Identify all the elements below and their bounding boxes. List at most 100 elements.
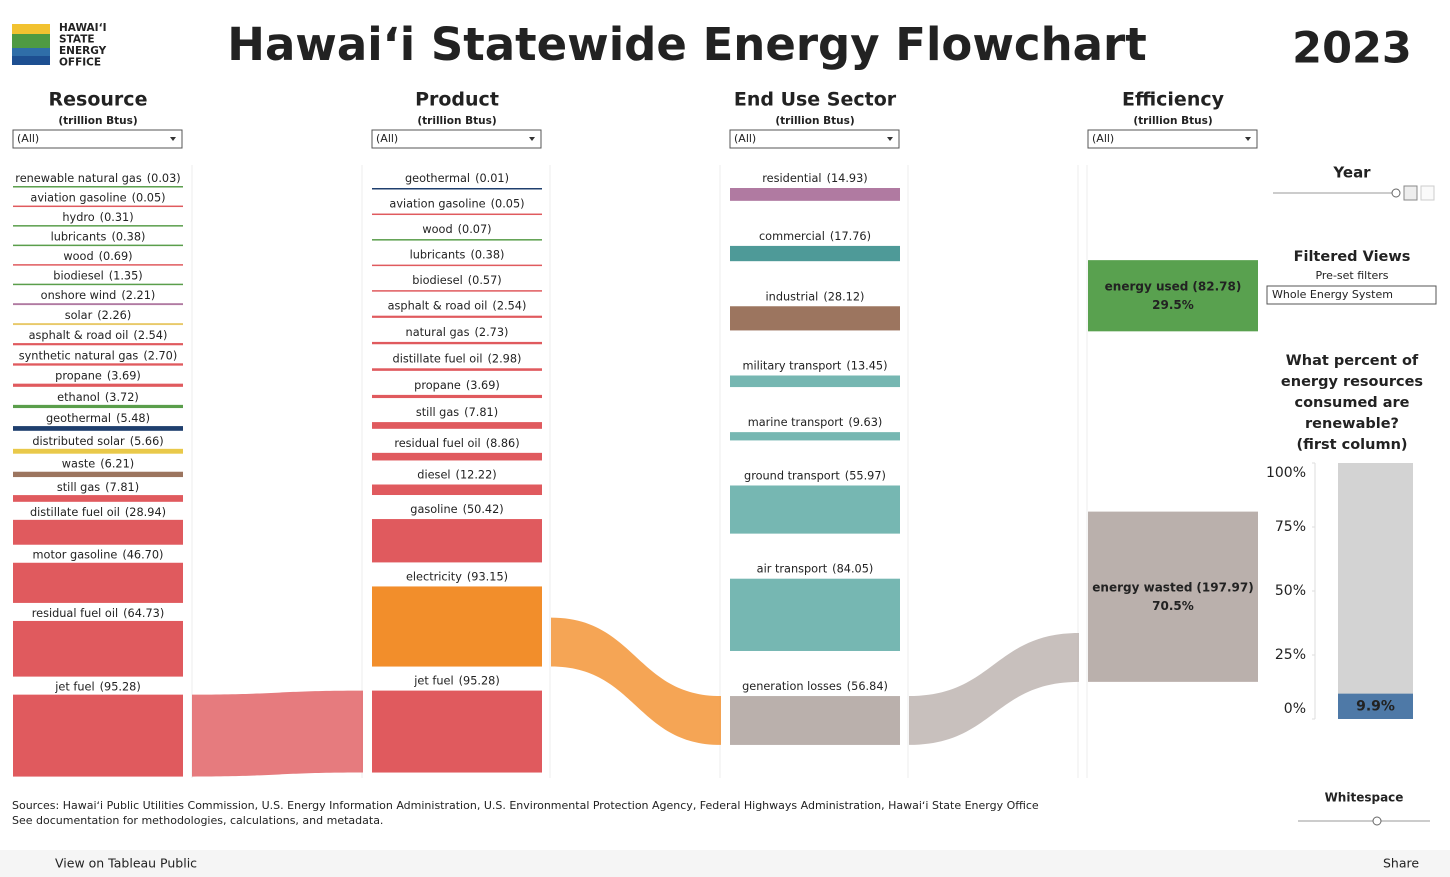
node-label: distillate fuel oil (28.94) bbox=[30, 506, 166, 519]
column-title: Resource bbox=[49, 89, 148, 111]
node-bar bbox=[372, 341, 542, 345]
node-label: asphalt & road oil (2.54) bbox=[388, 300, 527, 313]
logo-text: ENERGY bbox=[59, 45, 107, 57]
year-handle[interactable] bbox=[1391, 188, 1401, 198]
node-name: diesel bbox=[417, 469, 450, 482]
node-value: (95.28) bbox=[459, 675, 500, 688]
node-label: propane (3.69) bbox=[414, 379, 500, 392]
node-label: residential (14.93) bbox=[762, 172, 867, 185]
node-label: aviation gasoline (0.05) bbox=[30, 192, 165, 205]
node-bar bbox=[372, 586, 542, 667]
node-bar bbox=[730, 696, 900, 745]
y-tick-label: 0% bbox=[1284, 701, 1306, 717]
node-name: ground transport bbox=[744, 469, 840, 482]
column-unit: (trillion Btus) bbox=[417, 115, 496, 127]
column-unit: (trillion Btus) bbox=[58, 115, 137, 127]
node-bar bbox=[13, 205, 183, 208]
node-label: motor gasoline (46.70) bbox=[33, 549, 164, 562]
node-value: (0.05) bbox=[132, 192, 166, 205]
node-value: (84.05) bbox=[832, 563, 873, 576]
node-name: hydro bbox=[62, 211, 94, 224]
node-label: waste (6.21) bbox=[62, 458, 134, 471]
node-bar bbox=[730, 188, 900, 201]
node-value: (5.48) bbox=[116, 412, 150, 425]
node-name: geothermal bbox=[405, 172, 470, 185]
node-label: distributed solar (5.66) bbox=[32, 435, 163, 448]
node-value: (2.70) bbox=[143, 349, 177, 362]
node-bar bbox=[1088, 511, 1258, 682]
view-link[interactable]: View on Tableau Public bbox=[55, 856, 197, 871]
prev-button[interactable] bbox=[1403, 185, 1418, 201]
bar bbox=[1338, 693, 1413, 719]
node-name: distributed solar bbox=[32, 435, 125, 448]
node-bar bbox=[13, 363, 183, 366]
node-value: (14.93) bbox=[827, 172, 868, 185]
node-bar bbox=[372, 452, 542, 461]
node-name: military transport bbox=[742, 360, 841, 373]
node-name: ethanol bbox=[57, 391, 100, 404]
node-name: energy wasted bbox=[1092, 580, 1192, 594]
node-value: (7.81) bbox=[464, 406, 498, 419]
node-name: lubricants bbox=[410, 249, 466, 262]
y-tick-label: 100% bbox=[1266, 465, 1306, 481]
node-value: (0.38) bbox=[111, 231, 145, 244]
node-label: wood (0.07) bbox=[422, 223, 491, 236]
node-bar bbox=[13, 303, 183, 306]
node-name: waste bbox=[62, 458, 95, 471]
node-label: asphalt & road oil (2.54) bbox=[29, 329, 168, 342]
filtered-views: Filtered Views bbox=[1294, 249, 1411, 265]
node-label: gasoline (50.42) bbox=[410, 503, 503, 516]
node-label: military transport (13.45) bbox=[742, 360, 887, 373]
node-value: (7.81) bbox=[105, 481, 139, 494]
node-share: 29.5% bbox=[1152, 298, 1194, 312]
whitespace-label: Whitespace bbox=[1325, 791, 1404, 805]
node-value: (0.57) bbox=[468, 274, 502, 287]
filter-dropdown[interactable] bbox=[12, 129, 183, 149]
logo-stripe bbox=[12, 48, 50, 56]
node-label: geothermal (5.48) bbox=[46, 412, 150, 425]
node-label: residual fuel oil (8.86) bbox=[394, 437, 519, 450]
column-title: End Use Sector bbox=[734, 89, 897, 111]
node-name: residential bbox=[762, 172, 821, 185]
node-bar bbox=[13, 186, 183, 188]
bar-title: energy resources bbox=[1281, 374, 1423, 390]
node-bar bbox=[372, 484, 542, 496]
node-label: synthetic natural gas (2.70) bbox=[19, 349, 178, 362]
node-label: air transport (84.05) bbox=[757, 563, 874, 576]
node-value: (1.35) bbox=[109, 270, 143, 283]
node-label: geothermal (0.01) bbox=[405, 172, 509, 185]
node-bar bbox=[13, 225, 183, 227]
node-name: industrial bbox=[766, 290, 819, 303]
node-bar bbox=[372, 315, 542, 318]
node-label: commercial (17.76) bbox=[759, 230, 871, 243]
node-bar bbox=[13, 471, 183, 478]
node-bar bbox=[13, 283, 183, 286]
preset-dropdown[interactable] bbox=[1266, 285, 1437, 305]
bar-title: renewable? bbox=[1305, 416, 1399, 432]
node-bar bbox=[13, 323, 183, 326]
node-name: asphalt & road oil bbox=[29, 329, 129, 342]
node-name: energy used bbox=[1105, 279, 1189, 293]
node-name: residual fuel oil bbox=[394, 437, 480, 450]
node-label: generation losses (56.84) bbox=[742, 680, 888, 693]
node-bar bbox=[730, 245, 900, 262]
whitespace-handle[interactable] bbox=[1372, 816, 1382, 826]
y-tick-label: 75% bbox=[1275, 519, 1306, 535]
node-label: marine transport (9.63) bbox=[748, 416, 883, 429]
next-button[interactable] bbox=[1420, 185, 1435, 201]
filter-dropdown[interactable] bbox=[371, 129, 542, 149]
note: See documentation for methodologies, cal… bbox=[12, 814, 383, 827]
node-name: jet fuel bbox=[54, 681, 94, 694]
filter-dropdown[interactable] bbox=[1087, 129, 1258, 149]
node-value: (2.98) bbox=[487, 352, 521, 365]
logo-stripe bbox=[12, 56, 50, 65]
title: Hawaiʻi Statewide Energy Flowchart bbox=[227, 18, 1146, 71]
node-bar bbox=[13, 562, 183, 603]
filter-value: (All) bbox=[734, 132, 756, 145]
filter-dropdown[interactable] bbox=[729, 129, 900, 149]
node-value: (0.07) bbox=[458, 223, 492, 236]
share-button[interactable]: Share bbox=[1383, 856, 1419, 871]
node-label: solar (2.26) bbox=[65, 309, 131, 322]
filter-value: (All) bbox=[376, 132, 398, 145]
